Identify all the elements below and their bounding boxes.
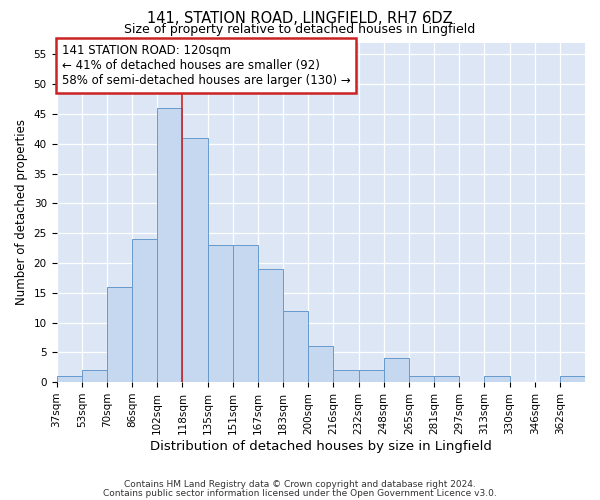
Bar (359, 370, 383, 382)
Text: Size of property relative to detached houses in Lingfield: Size of property relative to detached ho… (124, 22, 476, 36)
Bar (208, 245, 233, 382)
Bar (409, 376, 434, 382)
Bar (107, 287, 132, 382)
Bar (283, 310, 308, 382)
Bar (82, 370, 107, 382)
Bar (308, 346, 334, 382)
Bar (157, 108, 182, 382)
Bar (258, 269, 283, 382)
Text: 141 STATION ROAD: 120sqm
← 41% of detached houses are smaller (92)
58% of semi-d: 141 STATION ROAD: 120sqm ← 41% of detach… (62, 44, 350, 87)
Bar (484, 376, 509, 382)
X-axis label: Distribution of detached houses by size in Lingfield: Distribution of detached houses by size … (150, 440, 492, 452)
Bar (434, 376, 459, 382)
Y-axis label: Number of detached properties: Number of detached properties (15, 120, 28, 306)
Text: Contains HM Land Registry data © Crown copyright and database right 2024.: Contains HM Land Registry data © Crown c… (124, 480, 476, 489)
Bar (560, 376, 585, 382)
Bar (182, 138, 208, 382)
Bar (334, 370, 359, 382)
Bar (233, 245, 258, 382)
Bar (132, 239, 157, 382)
Text: Contains public sector information licensed under the Open Government Licence v3: Contains public sector information licen… (103, 488, 497, 498)
Bar (56, 376, 82, 382)
Bar (383, 358, 409, 382)
Text: 141, STATION ROAD, LINGFIELD, RH7 6DZ: 141, STATION ROAD, LINGFIELD, RH7 6DZ (147, 11, 453, 26)
